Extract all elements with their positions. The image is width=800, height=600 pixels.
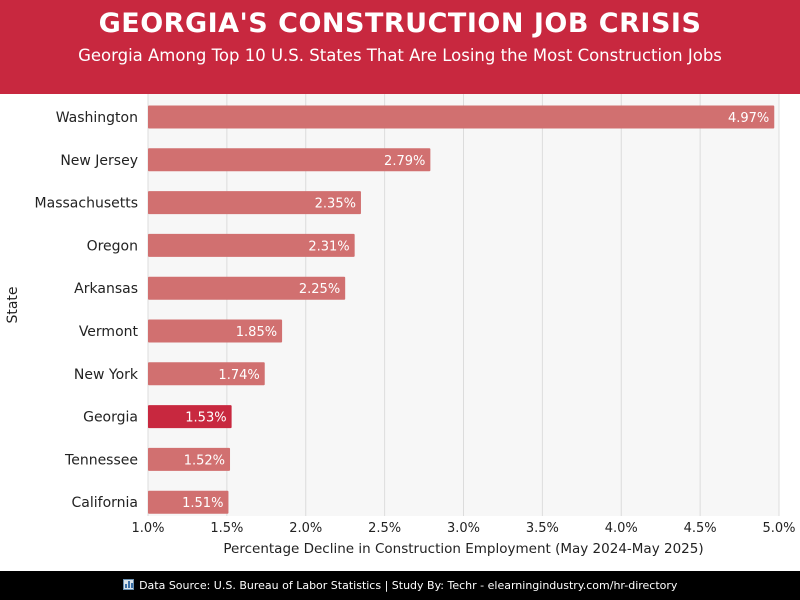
y-tick-label: Georgia [83,410,138,426]
bar-value-label: 1.74% [218,368,259,383]
x-tick-label: 2.5% [368,521,401,536]
x-tick-label: 2.0% [289,521,322,536]
y-tick-label: Tennessee [64,452,138,468]
bar-value-label: 4.97% [728,111,769,126]
footer-text: Data Source: U.S. Bureau of Labor Statis… [139,579,678,592]
bar [148,148,431,172]
bar [148,490,229,514]
bar [148,191,361,215]
page-title: GEORGIA'S CONSTRUCTION JOB CRISIS [98,8,702,39]
x-tick-label: 4.5% [684,521,717,536]
bar-value-label: 1.53% [185,411,226,426]
bar-value-label: 2.35% [315,197,356,212]
x-tick-label: 4.0% [605,521,638,536]
bar-value-label: 2.31% [308,239,349,254]
bar-value-label: 1.51% [182,496,223,511]
x-tick-label: 5.0% [762,521,795,536]
bar-value-label: 1.52% [184,453,225,468]
header-banner: GEORGIA'S CONSTRUCTION JOB CRISIS Georgi… [0,0,800,94]
y-tick-label: Arkansas [74,281,138,297]
y-axis-title: State [5,286,21,323]
y-tick-label: Vermont [79,324,139,340]
y-tick-label: California [72,495,138,511]
bar [148,405,232,429]
bar-value-label: 1.85% [236,325,277,340]
x-tick-label: 1.5% [210,521,243,536]
bar [148,233,355,257]
x-tick-label: 3.0% [447,521,480,536]
bar-chart-icon [122,579,134,590]
y-tick-label: Massachusetts [35,196,138,212]
y-tick-label: New York [74,367,139,383]
footer-bar: Data Source: U.S. Bureau of Labor Statis… [0,571,800,600]
x-tick-label: 1.0% [131,521,164,536]
bar [148,319,283,343]
x-axis-title: Percentage Decline in Construction Emplo… [223,541,703,557]
bar-value-label: 2.25% [299,282,340,297]
y-tick-label: Washington [56,110,138,126]
bar [148,276,346,300]
bar [148,105,775,129]
bar-value-label: 2.79% [384,154,425,169]
bar [148,447,231,471]
page-subtitle: Georgia Among Top 10 U.S. States That Ar… [78,46,722,65]
y-tick-label: Oregon [87,238,138,254]
y-tick-label: New Jersey [60,153,138,169]
bar [148,362,265,386]
x-tick-label: 3.5% [526,521,559,536]
bar-chart: 1.0% 1.5% 2.0% 2.5% 3.0% 3.5% 4.0% 4.5% 5.0% 4.97… [5,94,796,557]
